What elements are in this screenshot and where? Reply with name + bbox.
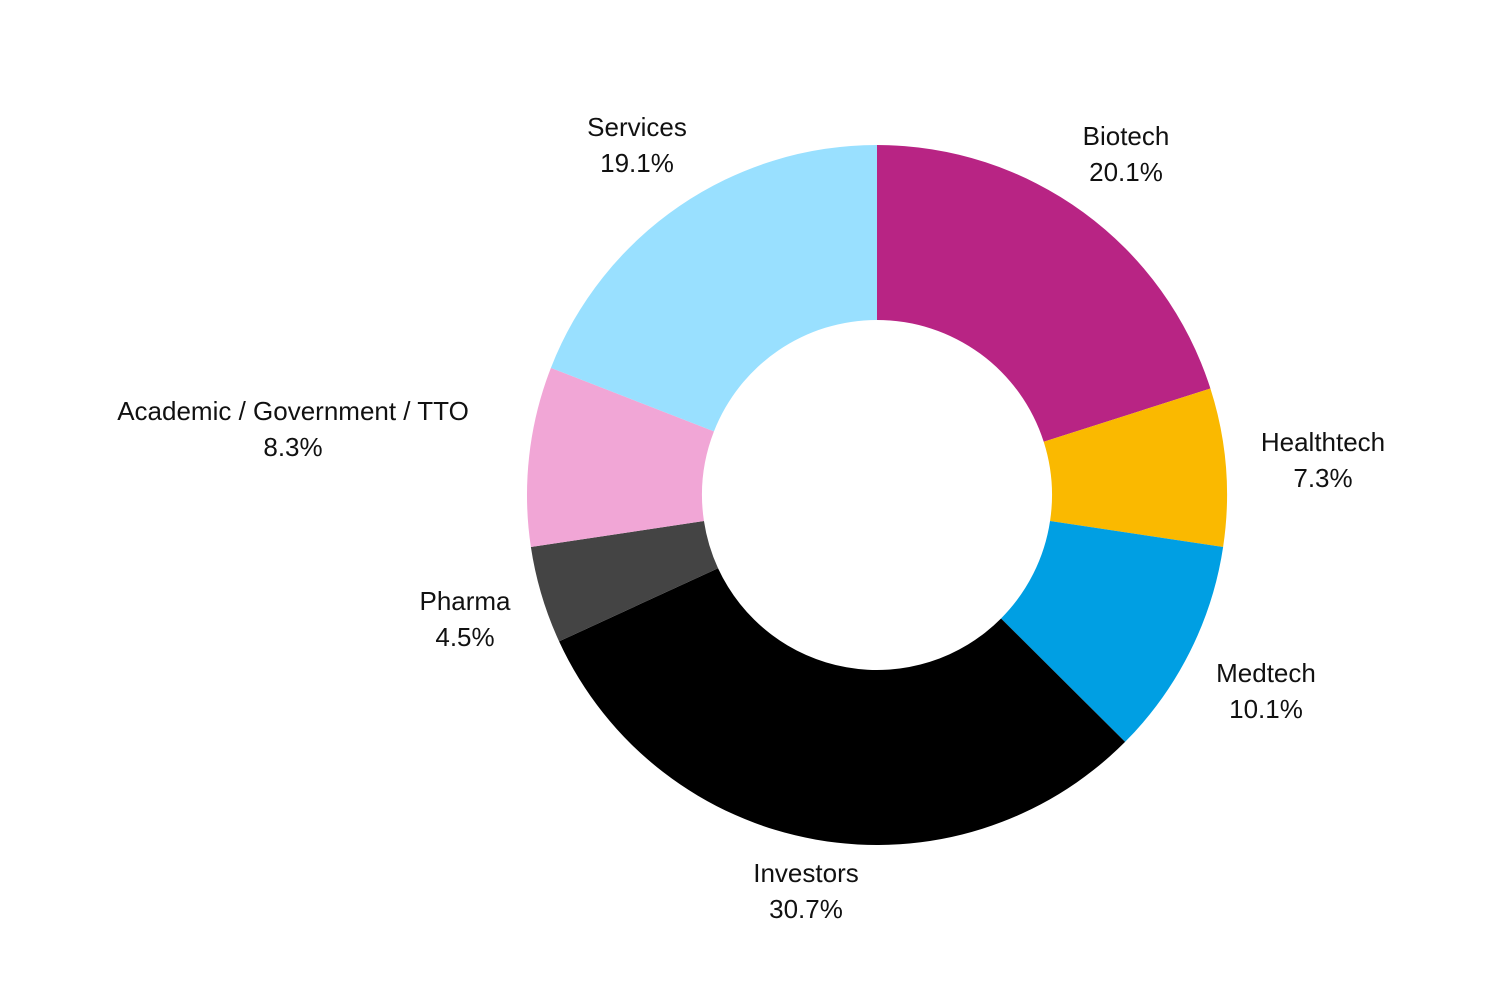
slice-label-value: 30.7% [769,894,843,924]
slice-label-value: 4.5% [435,622,495,652]
slice-label-value: 19.1% [600,148,674,178]
slice-investors [559,568,1126,845]
slice-services [550,144,877,432]
slice-label-value: 20.1% [1089,157,1163,187]
slice-label-value: 8.3% [263,432,323,462]
slice-label-name: Healthtech [1260,427,1386,457]
slice-pharma [530,520,719,642]
slice-medtech [1001,520,1224,742]
slice-label-value: 7.3% [1293,463,1353,493]
slice-label-name: Investors [753,858,859,888]
slice-label-name: Medtech [1216,658,1316,688]
slice-label: Biotech 20.1% [1083,118,1170,190]
slice-label-name: Services [587,112,687,142]
slice-biotech [877,145,1211,442]
slice-healthtech [1043,388,1227,547]
slice-label: Academic / Government / TTO 8.3% [117,393,469,465]
slice-label-name: Biotech [1082,121,1170,151]
slice-label: Medtech 10.1% [1216,655,1316,727]
slice-label: Healthtech 7.3% [1261,424,1385,496]
slice-label-name: Pharma [419,586,511,616]
slice-label: Services 19.1% [587,109,687,181]
slice-label: Pharma 4.5% [419,583,510,655]
slice-academic-government-tto [526,367,714,547]
slice-label-name: Academic / Government / TTO [117,396,469,426]
slice-label-value: 10.1% [1229,694,1303,724]
slice-label: Investors 30.7% [753,855,859,927]
